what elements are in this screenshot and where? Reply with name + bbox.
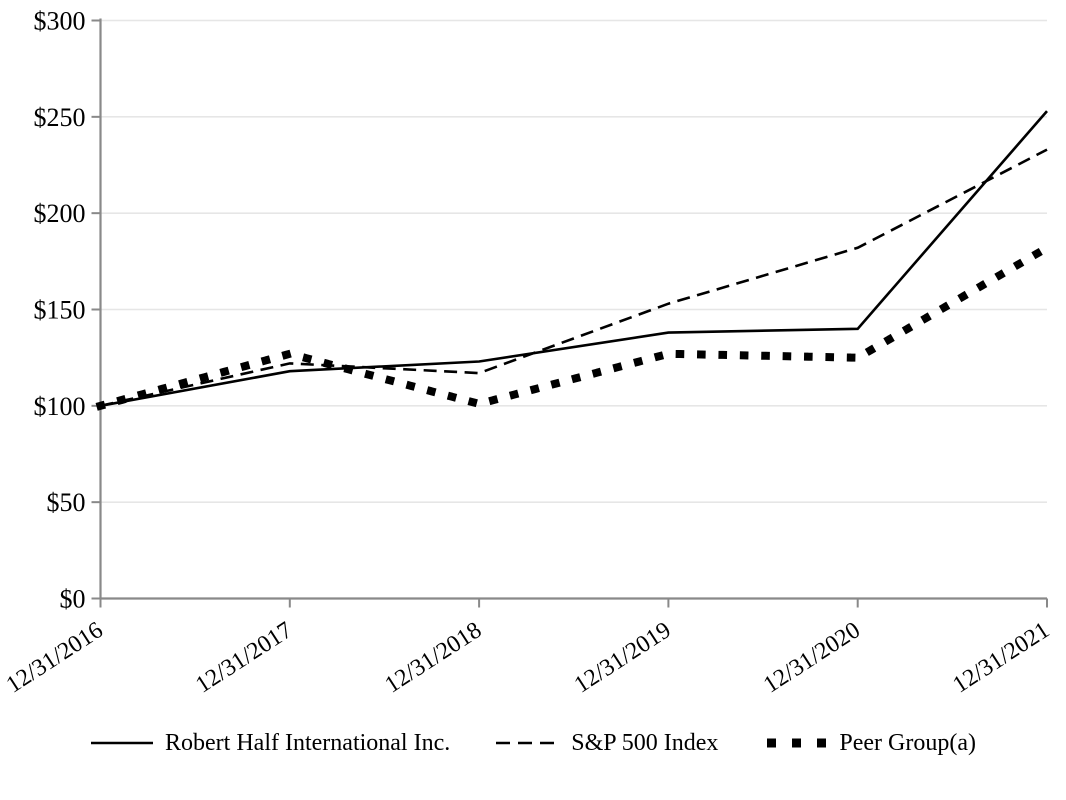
legend-label-robert-half: Robert Half International Inc. (165, 730, 451, 756)
legend-label-sp500: S&P 500 Index (571, 730, 719, 756)
y-axis-label: $300 (34, 7, 86, 36)
legend-item-sp500: S&P 500 Index (496, 729, 718, 758)
x-axis-label: 12/31/2021 (948, 617, 1054, 698)
x-axis-label: 12/31/2016 (2, 617, 108, 698)
x-axis-label: 12/31/2020 (759, 617, 865, 698)
y-axis-label: $0 (60, 585, 86, 614)
x-axis-label: 12/31/2017 (191, 617, 297, 698)
y-axis-label: $200 (34, 199, 86, 228)
legend-item-robert-half: Robert Half International Inc. (90, 729, 450, 758)
dotted-line-swatch-icon (767, 738, 827, 748)
series-line-peer-group-a (95, 242, 1053, 411)
performance-chart-svg: $0 $50 $100 $150 $200 $250 $300 12/31/2016 12/31… (2, 7, 1054, 699)
chart-legend: Robert Half International Inc. S&P 500 I… (0, 729, 1066, 758)
dashed-line-swatch-icon (496, 742, 559, 745)
solid-line-swatch-icon (91, 742, 154, 745)
y-axis-label: $50 (47, 488, 86, 517)
y-axis-label: $250 (34, 103, 86, 132)
y-axis-label: $100 (34, 392, 86, 421)
x-axis-label: 12/31/2019 (570, 617, 676, 698)
series-line-robert-half-international-inc (100, 110, 1048, 408)
y-axis-label: $150 (34, 296, 86, 325)
legend-label-peer-group: Peer Group(a) (839, 730, 976, 756)
x-axis-label: 12/31/2018 (381, 617, 487, 698)
legend-item-peer-group: Peer Group(a) (764, 729, 976, 758)
series-line-s-p-500-index (100, 148, 1048, 408)
